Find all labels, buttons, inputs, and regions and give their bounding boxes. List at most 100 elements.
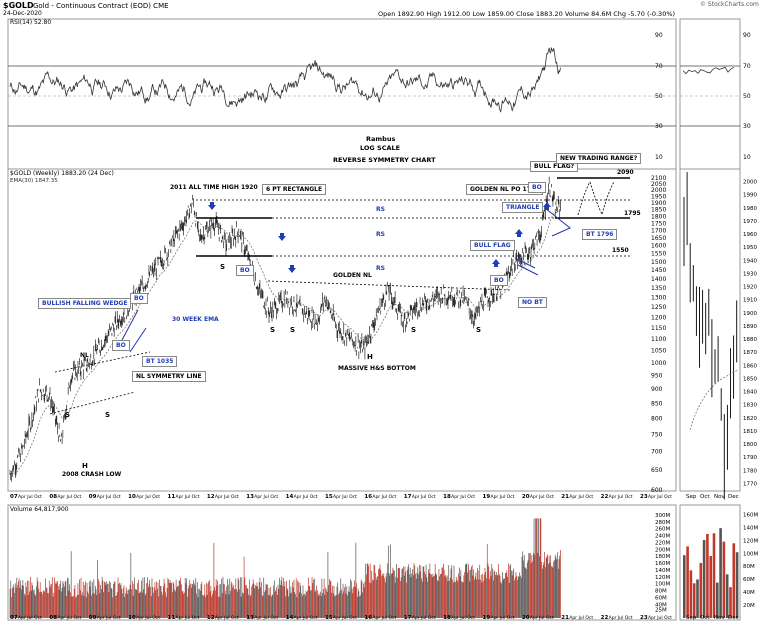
x-year-12: 12 xyxy=(207,494,215,500)
price-label: $GOLD (Weekly) 1883.20 (24 Dec) xyxy=(10,170,114,177)
volume-tick-200M: 200M xyxy=(655,547,670,553)
bull-flag-line-2 xyxy=(517,264,539,276)
x-year-11: 11 xyxy=(168,494,176,500)
x-months-19: Apr Jul Oct xyxy=(491,494,515,500)
symbol: $GOLD xyxy=(3,1,34,10)
inset-price-tick-1960: 1960 xyxy=(743,232,757,238)
inset-volume-bar xyxy=(732,543,736,618)
nl-symmetry-line xyxy=(49,391,136,415)
price-tick-650: 650 xyxy=(651,467,663,474)
inset-price-tick-1840: 1840 xyxy=(743,390,757,396)
inset-price-tick-1950: 1950 xyxy=(743,245,757,251)
x-months-07: Apr Jul Oct xyxy=(18,494,42,500)
bt1035-label: BT 1035 xyxy=(142,356,178,367)
h-label-2: H xyxy=(82,462,88,470)
inset-volume-bar xyxy=(689,570,693,618)
x-bottom-months-16: Apr Jul Oct xyxy=(372,615,396,621)
x-months-21: Apr Jul Oct xyxy=(569,494,593,500)
inset-bottom-month-Nov: Nov xyxy=(714,615,725,621)
volume-tick-260M: 260M xyxy=(655,527,670,533)
volume-tick-180M: 180M xyxy=(655,554,670,560)
volume-tick-60M: 60M xyxy=(655,595,667,601)
volume-tick-40M: 40M xyxy=(655,602,667,608)
x-months-17: Apr Jul Oct xyxy=(412,494,436,500)
price-tick-850: 850 xyxy=(651,400,663,407)
rsi-tick-50: 50 xyxy=(655,93,663,100)
inset-rsi-tick-50: 50 xyxy=(743,93,751,100)
x-bottom-year-13: 13 xyxy=(246,615,254,621)
price-tick-2050: 2050 xyxy=(651,181,666,188)
no-bt-label: NO BT xyxy=(518,297,547,308)
inset-price-tick-1820: 1820 xyxy=(743,416,757,422)
x-months-22: Apr Jul Oct xyxy=(609,494,633,500)
inset-volume-bar xyxy=(686,546,689,618)
inset-ema-line xyxy=(689,369,739,431)
x-months-14: Apr Jul Oct xyxy=(294,494,318,500)
arrow-down-3 xyxy=(288,265,296,273)
x-bottom-year-09: 09 xyxy=(89,615,97,621)
x-bottom-months-10: Apr Jul Oct xyxy=(136,615,160,621)
x-bottom-months-07: Apr Jul Oct xyxy=(18,615,42,621)
bo-label-1: BO xyxy=(236,265,254,276)
x-months-13: Apr Jul Oct xyxy=(254,494,278,500)
x-bottom-months-15: Apr Jul Oct xyxy=(333,615,357,621)
rsi-tick-30: 30 xyxy=(655,123,663,130)
x-bottom-months-11: Apr Jul Oct xyxy=(176,615,200,621)
inset-price-bars xyxy=(683,172,738,500)
bull-flag-q-label: BULL FLAG? xyxy=(530,161,579,172)
x-bottom-year-10: 10 xyxy=(128,615,136,621)
label-1795: 1795 xyxy=(624,210,641,217)
inset-price-tick-1980: 1980 xyxy=(743,206,757,212)
wedge-line-2 xyxy=(129,327,147,353)
inset-price-tick-1800: 1800 xyxy=(743,442,757,448)
inset-price-tick-1790: 1790 xyxy=(743,455,757,461)
x-months-09: Apr Jul Oct xyxy=(97,494,121,500)
rsi-tick-70: 70 xyxy=(655,63,663,70)
inset-volume-bar xyxy=(699,562,703,618)
x-bottom-year-22: 22 xyxy=(601,615,609,621)
price-tick-700: 700 xyxy=(651,449,663,456)
price-tick-1350: 1350 xyxy=(651,285,666,292)
inset-volume-tick-40M: 40M xyxy=(743,590,755,596)
x-year-08: 08 xyxy=(49,494,57,500)
inset-month-Dec: Dec xyxy=(728,494,739,500)
inset-price-tick-1890: 1890 xyxy=(743,324,757,330)
x-months-12: Apr Jul Oct xyxy=(215,494,239,500)
price-panel xyxy=(7,168,677,492)
inset-volume-bar xyxy=(712,533,716,618)
price-tick-1550: 1550 xyxy=(651,251,666,258)
inset-volume-bar xyxy=(706,533,709,618)
x-bottom-months-18: Apr Jul Oct xyxy=(451,615,475,621)
x-months-16: Apr Jul Oct xyxy=(372,494,396,500)
x-bottom-months-23: Apr Jul Oct xyxy=(648,615,672,621)
x-bottom-year-07: 07 xyxy=(10,615,18,621)
ema-line xyxy=(9,210,561,475)
h-label-1: H xyxy=(367,353,373,361)
x-year-23: 23 xyxy=(640,494,648,500)
rs-label-3: RS xyxy=(376,265,385,272)
bo-label-5: BO xyxy=(112,340,130,351)
price-tick-1050: 1050 xyxy=(651,348,666,355)
inset-volume-bar xyxy=(716,582,719,618)
price-ticks: 2100205020001950190018501800175017001650… xyxy=(651,175,666,494)
inset-volume-ticks: 160M 140M 120M 100M 80M 60M 40M 20M xyxy=(743,512,758,609)
x-bottom-year-21: 21 xyxy=(561,615,569,621)
x-axis-bottom: 07 Apr Jul Oct 08 Apr Jul Oct 09 Apr Jul Oct 1… xyxy=(10,615,672,621)
x-year-20: 20 xyxy=(522,494,530,500)
bull-flag-label: BULL FLAG xyxy=(470,240,515,251)
inset-price-tick-1900: 1900 xyxy=(743,311,757,317)
inset-bottom-month-Dec: Dec xyxy=(728,615,739,621)
reverse-symmetry-label: REVERSE SYMMETRY CHART xyxy=(333,156,436,164)
x-bottom-year-19: 19 xyxy=(483,615,491,621)
price-tick-1600: 1600 xyxy=(651,243,666,250)
arrow-down-1 xyxy=(208,202,216,210)
inset-price-tick-1910: 1910 xyxy=(743,298,757,304)
x-bottom-year-23: 23 xyxy=(640,615,648,621)
x-year-18: 18 xyxy=(443,494,451,500)
inset-volume-tick-60M: 60M xyxy=(743,577,755,583)
inset-volume-bar xyxy=(683,555,686,618)
projection-arrow-1 xyxy=(577,181,591,216)
s-label-2: S xyxy=(270,326,276,334)
price-tick-2100: 2100 xyxy=(651,175,666,182)
